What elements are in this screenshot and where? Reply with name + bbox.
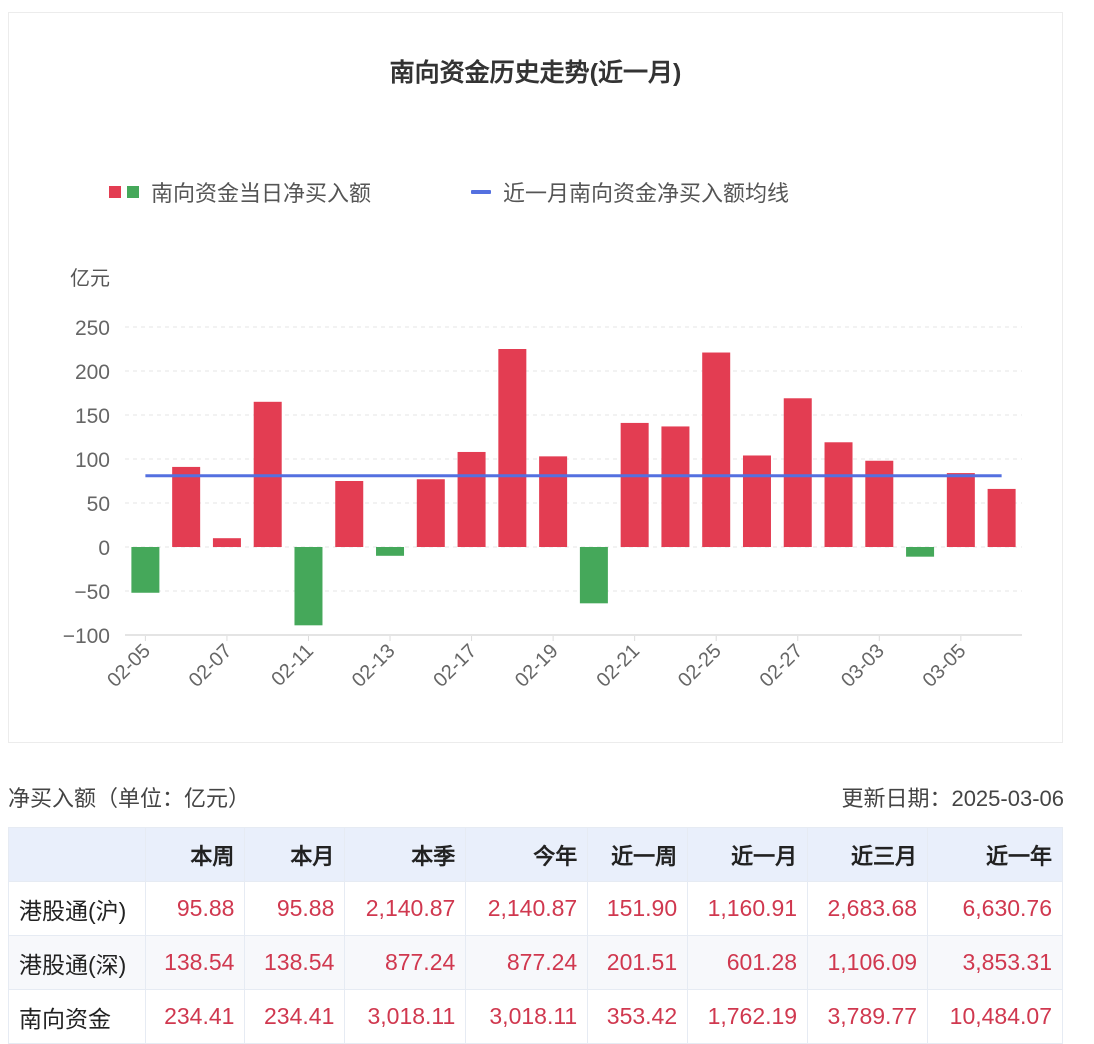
row-label: 港股通(深) [8, 935, 146, 990]
x-tick-label: 02-05 [103, 640, 155, 692]
header-cell-last-month[interactable]: 近一月 [687, 827, 809, 882]
table-cell: 6,630.76 [927, 881, 1063, 936]
table-header-row: 本周 本月 本季 今年 近一周 近一月 近三月 近一年 [8, 827, 1063, 882]
table-cell: 2,140.87 [344, 881, 467, 936]
bar-02-06 [172, 466, 201, 547]
y-tick-label: 0 [98, 537, 110, 560]
header-cell-last-3-months[interactable]: 近三月 [807, 827, 929, 882]
y-tick-label: −50 [74, 581, 110, 604]
header-cell-last-week[interactable]: 近一周 [587, 827, 689, 882]
table-row-sz: 港股通(深) 138.54 138.54 877.24 877.24 201.5… [8, 935, 1063, 990]
table-cell: 1,160.91 [687, 881, 809, 936]
y-tick-label: 250 [75, 317, 110, 340]
table-cell: 138.54 [144, 935, 246, 990]
table-cell: 10,484.07 [927, 989, 1063, 1044]
bar-02-11 [294, 547, 323, 626]
chart-legend: 南向资金当日净买入额 近一月南向资金净买入额均线 [109, 176, 889, 208]
y-axis-unit-label: 亿元 [70, 268, 110, 290]
x-tick-label: 02-25 [674, 640, 726, 692]
bar-02-26 [742, 455, 771, 547]
y-tick-label: −100 [63, 625, 110, 648]
table-cell: 1,106.09 [807, 935, 929, 990]
header-cell-this-month[interactable]: 本月 [244, 827, 346, 882]
bar-02-05 [131, 547, 160, 593]
row-label: 南向资金 [8, 989, 146, 1044]
bar-02-20 [579, 547, 608, 604]
x-tick-label: 02-27 [756, 640, 808, 692]
x-tick-label: 02-17 [429, 640, 481, 692]
table-cell: 3,018.11 [465, 989, 589, 1044]
y-tick-label: 150 [75, 405, 110, 428]
net-buy-table: 本周 本月 本季 今年 近一周 近一月 近三月 近一年 港股通(沪) 95.88… [8, 827, 1063, 1044]
chart-title: 南向资金历史走势(近一月) [389, 59, 682, 87]
bar-03-06 [987, 488, 1016, 547]
bar-02-24 [661, 426, 690, 547]
x-tick-label: 02-19 [511, 640, 563, 692]
table-cell: 95.88 [244, 881, 346, 936]
legend-item-average-line[interactable]: 近一月南向资金净买入额均线 [471, 176, 789, 208]
bar-02-28 [824, 442, 853, 547]
table-cell: 138.54 [244, 935, 346, 990]
y-tick-label: 100 [75, 449, 110, 472]
x-tick-label: 02-07 [185, 640, 237, 692]
bar-02-27 [783, 398, 812, 547]
table-cell: 234.41 [144, 989, 246, 1044]
y-tick-label: 50 [87, 493, 110, 516]
legend-item-daily-net-buy[interactable]: 南向资金当日净买入额 [109, 176, 371, 208]
header-cell-this-week[interactable]: 本周 [144, 827, 246, 882]
table-cell: 601.28 [687, 935, 809, 990]
bar-02-13 [376, 547, 405, 556]
x-tick-label: 02-13 [348, 640, 400, 692]
bar-02-19 [539, 456, 568, 547]
x-tick-label: 03-03 [837, 640, 889, 692]
bar-02-18 [498, 349, 527, 547]
legend-label-bars: 南向资金当日净买入额 [151, 181, 372, 206]
update-date: 更新日期：2025-03-06 [841, 786, 1064, 811]
header-cell-this-year[interactable]: 今年 [465, 827, 589, 882]
bar-02-21 [620, 422, 649, 547]
bar-02-14 [416, 479, 445, 547]
table-cell: 3,853.31 [927, 935, 1063, 990]
x-tick-label: 03-05 [919, 640, 971, 692]
table-caption: 净买入额（单位：亿元） [8, 786, 251, 811]
table-cell: 877.24 [344, 935, 467, 990]
header-cell-empty [8, 827, 146, 882]
bar-03-05 [946, 473, 975, 547]
header-cell-this-quarter[interactable]: 本季 [344, 827, 467, 882]
blue-line-swatch-icon [471, 190, 492, 194]
table-cell: 353.42 [587, 989, 689, 1044]
table-cell: 95.88 [144, 881, 246, 936]
bar-03-04 [906, 547, 935, 557]
red-bar-swatch-icon [109, 186, 121, 198]
row-label: 港股通(沪) [8, 881, 146, 936]
green-bar-swatch-icon [127, 186, 139, 198]
bar-02-17 [457, 451, 486, 547]
table-cell: 3,018.11 [344, 989, 467, 1044]
table-cell: 234.41 [244, 989, 346, 1044]
table-cell: 201.51 [587, 935, 689, 990]
chart-card: 南向资金历史走势(近一月) 南向资金当日净买入额 近一月南向资金净买入额均线 [8, 12, 1063, 743]
bar-02-07 [212, 538, 241, 547]
header-cell-last-year[interactable]: 近一年 [927, 827, 1063, 882]
x-tick-label: 02-21 [592, 640, 644, 692]
y-tick-label: 200 [75, 361, 110, 384]
x-tick-label: 02-11 [267, 640, 318, 691]
table-cell: 2,683.68 [807, 881, 929, 936]
bar-02-25 [702, 352, 731, 547]
table-cell: 2,140.87 [465, 881, 589, 936]
table-row-southbound-total: 南向资金 234.41 234.41 3,018.11 3,018.11 353… [8, 989, 1063, 1044]
bar-03-03 [865, 460, 894, 547]
table-cell: 3,789.77 [807, 989, 929, 1044]
table-cell: 1,762.19 [687, 989, 809, 1044]
legend-label-line: 近一月南向资金净买入额均线 [503, 181, 790, 206]
table-cell: 151.90 [587, 881, 689, 936]
bar-02-12 [335, 481, 364, 547]
table-cell: 877.24 [465, 935, 589, 990]
table-row-sh: 港股通(沪) 95.88 95.88 2,140.87 2,140.87 151… [8, 881, 1063, 936]
